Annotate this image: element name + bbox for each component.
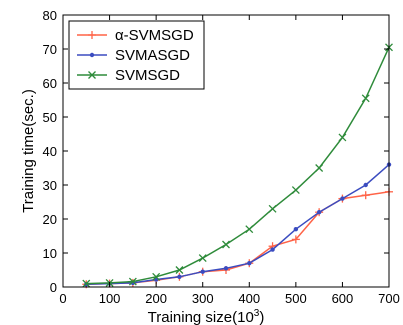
x-tick-label: 700 [378,291,400,306]
x-marker [268,204,277,213]
y-tick-label: 20 [43,212,57,227]
x-tick-label: 600 [332,291,354,306]
x-axis-label-exponent: 3 [254,308,260,319]
x-axis-label: Training size(103) [148,308,265,325]
series-line [86,164,390,286]
x-marker [338,133,347,142]
y-tick-label: 0 [50,280,57,295]
y-axis-ticks: 0 10 20 30 40 50 60 70 80 [43,8,389,295]
legend-entry: SVMSGD [77,67,180,84]
dot-marker [247,261,252,266]
dot-marker [340,196,345,201]
dot-marker [316,210,322,215]
y-tick-label: 50 [43,110,57,125]
y-tick-label: 70 [43,42,57,57]
series-0 [82,187,393,289]
dot-marker [270,247,275,252]
y-tick-label: 40 [43,144,57,159]
x-axis-label-main: Training size(10 [148,309,254,325]
y-axis-label: Training time(sec.) [20,89,37,213]
x-tick-label: 300 [192,291,214,306]
legend-label: SVMSGD [115,67,180,84]
y-tick-label: 10 [43,246,57,261]
y-tick-label: 60 [43,76,57,91]
x-marker [315,164,324,172]
x-tick-label: 0 [59,291,66,306]
legend-label: α-SVMSGD [115,27,194,44]
x-marker [361,94,370,103]
series-line [86,46,390,285]
x-tick-label: 500 [285,291,307,306]
x-tick-label: 400 [238,291,260,306]
x-marker [82,279,91,288]
x-marker [152,272,161,281]
y-tick-label: 80 [43,8,57,23]
series-2 [82,43,393,288]
x-tick-label: 100 [99,291,121,306]
x-marker [175,266,184,274]
x-marker [245,225,254,234]
dot-marker [363,182,368,188]
dot-marker [223,266,229,271]
y-tick-label: 30 [43,178,57,193]
legend-label: SVMASGD [115,47,190,64]
x-marker [198,254,207,263]
legend-entry: α-SVMSGD [77,27,194,44]
x-axis-ticks: 0 100 200 300 400 500 600 700 [59,15,400,306]
dot-marker [89,52,95,58]
plot-content [82,43,393,289]
series-line [86,191,390,286]
dot-marker [177,274,182,279]
x-marker [291,186,300,195]
legend-entry: SVMASGD [77,47,190,64]
x-marker [222,240,230,249]
x-marker [128,277,137,286]
x-marker [88,71,96,79]
x-axis-label-suffix: ) [259,309,264,325]
dot-marker [200,269,205,274]
dot-marker [293,227,299,232]
x-tick-label: 200 [145,291,167,306]
legend: α-SVMSGD SVMASGD SVMSGD [68,20,205,90]
series-1 [84,162,392,287]
